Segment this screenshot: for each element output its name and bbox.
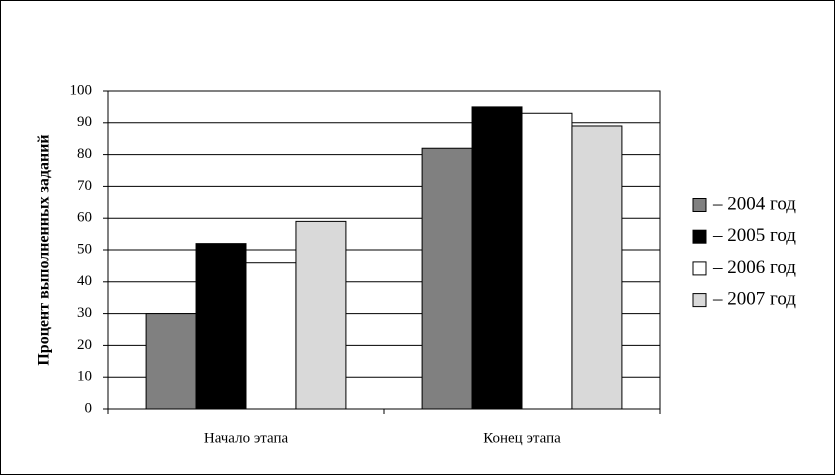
bar	[145, 313, 197, 410]
y-tick-label: 100	[70, 82, 93, 98]
bar	[295, 220, 347, 410]
bar	[571, 125, 623, 410]
y-tick-label: 50	[77, 241, 92, 257]
y-tick-label: 40	[77, 273, 92, 289]
y-tick-label: 70	[77, 178, 92, 194]
x-tick-label: Начало этапа	[204, 430, 289, 446]
y-tick-label: 0	[85, 400, 93, 416]
y-tick-label: 20	[77, 337, 92, 353]
legend-label: – 2006 год	[712, 257, 796, 278]
y-tick-label: 60	[77, 210, 92, 226]
legend-label: – 2005 год	[712, 225, 796, 246]
y-tick-label: 80	[77, 146, 92, 162]
bar	[421, 147, 473, 410]
y-tick-label: 10	[77, 369, 92, 385]
legend-swatch	[692, 229, 707, 244]
y-tick-label: 30	[77, 305, 92, 321]
y-axis-title: Процент выполненных заданий	[36, 134, 53, 365]
legend-label: – 2007 год	[712, 288, 796, 309]
legend: – 2004 год – 2005 год – 2006 год – 2007 год	[692, 193, 796, 309]
legend-swatch	[692, 198, 707, 212]
legend-label: – 2004 год	[712, 193, 796, 214]
legend-swatch	[692, 261, 707, 276]
bar	[521, 112, 573, 410]
y-tick-label: 90	[77, 114, 92, 130]
x-tick-label: Конец этапа	[483, 430, 561, 446]
bar	[245, 262, 297, 410]
bar	[471, 106, 523, 410]
bar	[195, 243, 247, 410]
legend-swatch	[692, 293, 707, 308]
